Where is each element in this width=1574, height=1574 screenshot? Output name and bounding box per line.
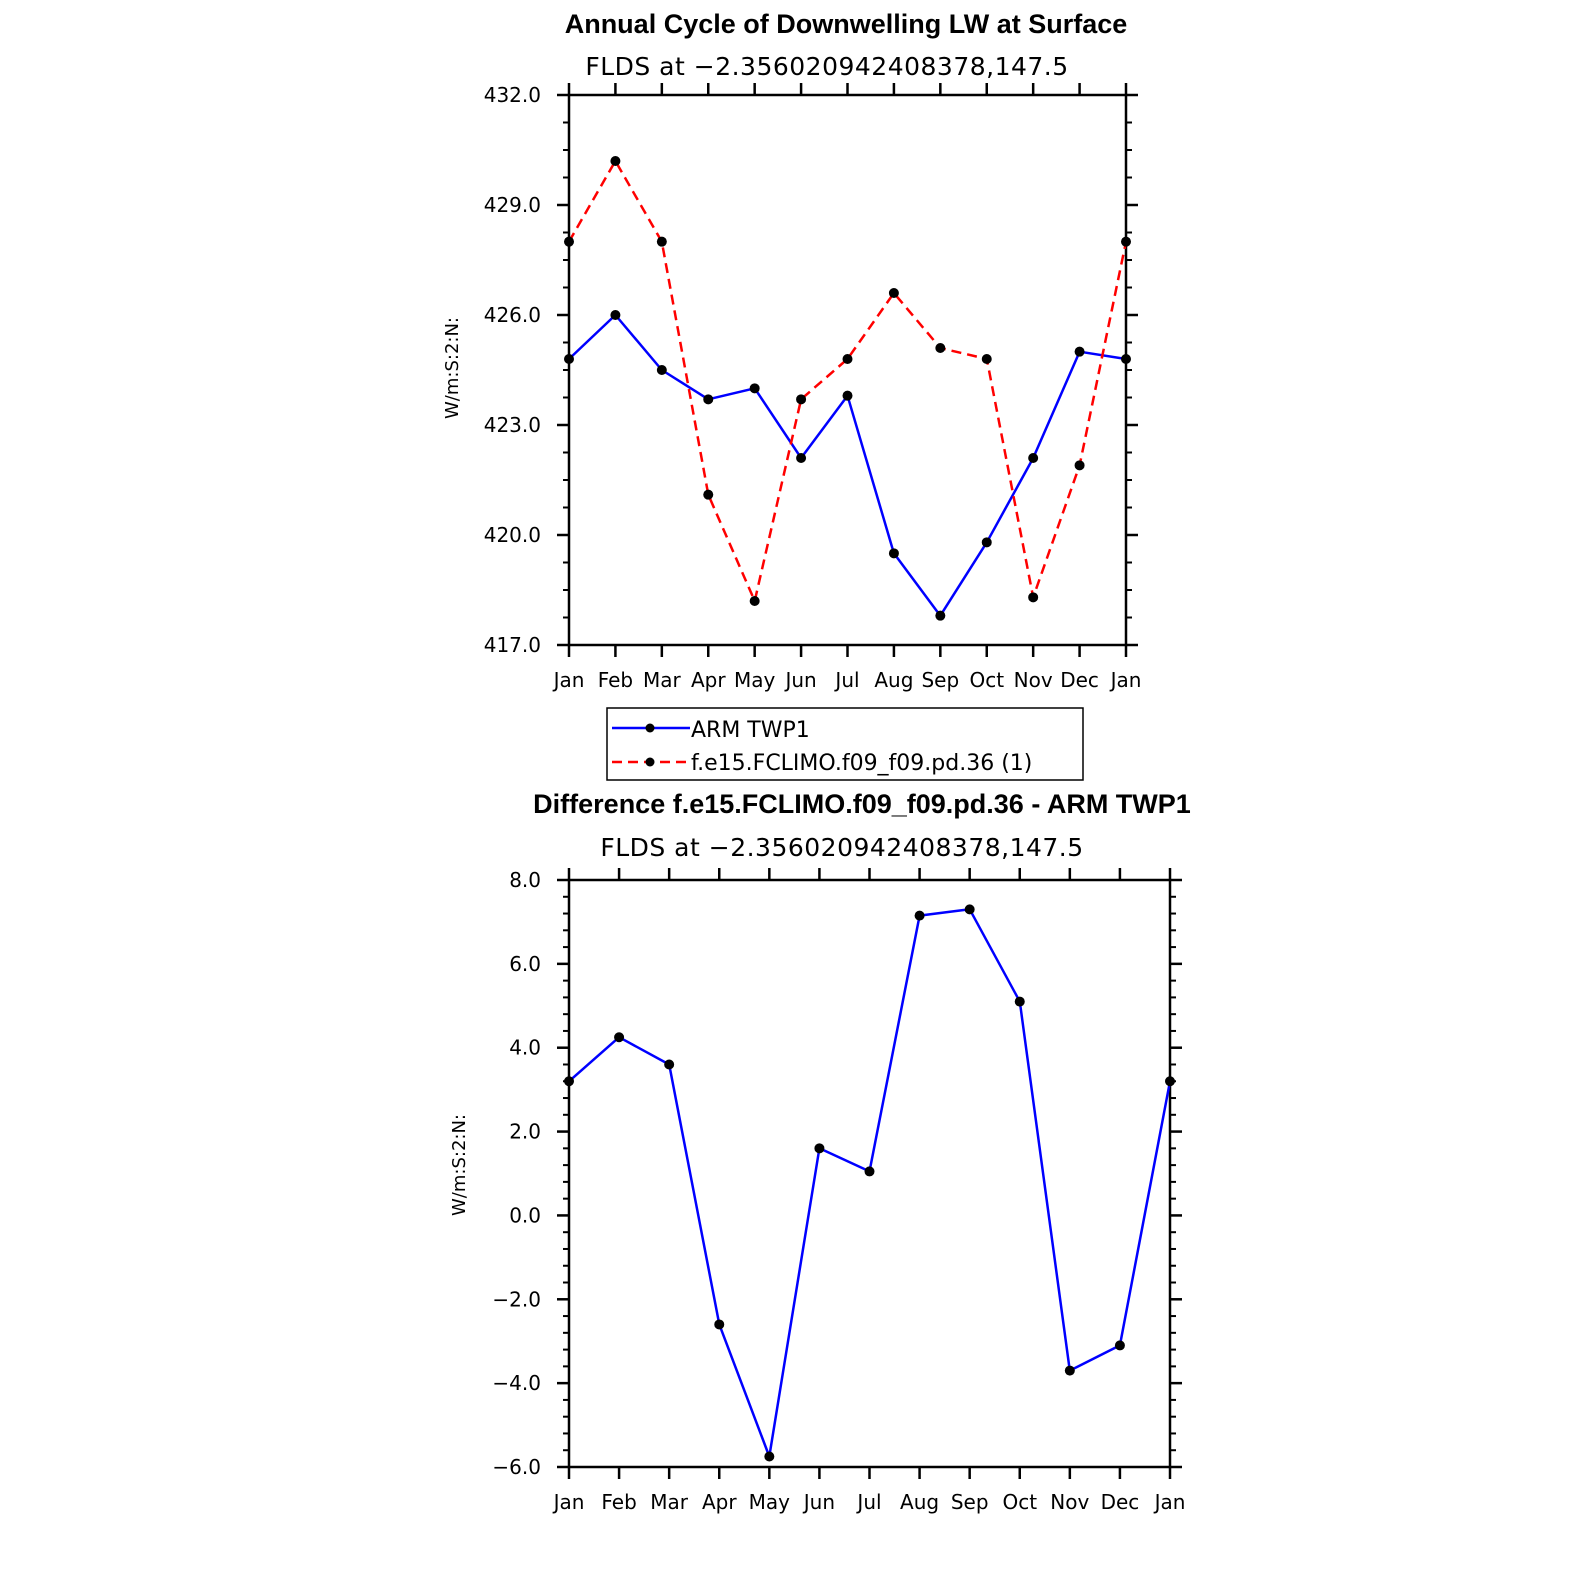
legend-label-arm-twp1: ARM TWP1 (691, 718, 810, 743)
data-point (796, 453, 807, 463)
y-tick-label: 6.0 (509, 952, 541, 976)
data-point (814, 1143, 825, 1154)
x-tick-label: Aug (874, 668, 913, 692)
chart-title: Difference f.e15.FCLIMO.f09_f09.pd.36 - … (533, 789, 1191, 819)
data-point (703, 489, 714, 500)
y-tick-label: 429.0 (484, 193, 541, 217)
data-point (1064, 1365, 1075, 1376)
data-point (564, 1076, 574, 1087)
x-tick-label: Mar (643, 668, 682, 692)
data-point (888, 288, 899, 298)
y-tick-label: 4.0 (509, 1036, 541, 1060)
data-point (1121, 354, 1131, 364)
x-tick-label: Sep (951, 1490, 989, 1514)
series-line-2 (567, 159, 1128, 603)
x-tick-label: Nov (1014, 668, 1053, 692)
annual-cycle-chart: Annual Cycle of Downwelling LW at Surfac… (442, 9, 1141, 692)
y-tick-label: −6.0 (492, 1455, 541, 1479)
legend-marker-model (645, 757, 655, 767)
x-tick-label: Oct (969, 668, 1004, 692)
data-point (764, 1451, 775, 1462)
data-point (1074, 460, 1085, 471)
x-tick-label: Dec (1060, 668, 1099, 692)
x-tick-label: Feb (598, 668, 633, 692)
chart-subtitle: FLDS at −2.356020942408378,147.5 (600, 833, 1083, 862)
x-tick-label: Jun (802, 1490, 835, 1514)
data-point (664, 1059, 675, 1070)
y-tick-label: 432.0 (484, 83, 541, 107)
x-tick-label: Apr (691, 668, 726, 692)
data-point (1014, 996, 1025, 1007)
x-tick-label: Jan (1109, 668, 1142, 692)
data-point (1121, 236, 1131, 247)
data-point (749, 596, 760, 606)
data-point (610, 156, 621, 166)
x-tick-label: Jul (833, 668, 859, 692)
series-line-1 (568, 908, 1172, 1458)
x-tick-label: May (734, 668, 776, 692)
data-point (842, 354, 853, 364)
data-point (656, 365, 667, 375)
y-tick-label: 417.0 (484, 633, 541, 657)
x-tick-label: May (749, 1490, 791, 1514)
y-axis-label: W/m:S:2:N: (449, 1114, 470, 1216)
y-tick-label: −4.0 (492, 1371, 541, 1395)
data-point (1074, 346, 1085, 357)
y-axis-label: W/m:S:2:N: (442, 317, 463, 419)
x-tick-label: Oct (1002, 1490, 1037, 1514)
data-point (981, 537, 992, 548)
plot-frame (567, 93, 1128, 647)
x-tick-label: Mar (650, 1490, 689, 1514)
data-point (656, 236, 667, 247)
data-point (935, 343, 946, 353)
data-point (703, 394, 714, 405)
y-tick-label: −2.0 (492, 1287, 541, 1311)
x-tick-label: Sep (921, 668, 959, 692)
legend: ARM TWP1 f.e15.FCLIMO.f09_f09.pd.36 (1) (606, 707, 1084, 781)
legend-box (606, 707, 1084, 781)
y-tick-label: 8.0 (509, 868, 541, 892)
data-point (564, 354, 574, 364)
data-point (1028, 453, 1039, 463)
data-point (610, 310, 621, 320)
y-tick-label: 423.0 (484, 413, 541, 437)
data-point (749, 383, 760, 394)
data-point (964, 904, 975, 915)
data-point (796, 394, 807, 405)
data-point (914, 910, 925, 921)
y-tick-label: 2.0 (509, 1120, 541, 1144)
x-tick-label: Jun (783, 668, 816, 692)
difference-chart: Difference f.e15.FCLIMO.f09_f09.pd.36 - … (449, 789, 1191, 1514)
data-point (1165, 1076, 1175, 1087)
x-tick-label: Jul (855, 1490, 881, 1514)
x-tick-label: Aug (900, 1490, 939, 1514)
y-tick-label: 420.0 (484, 523, 541, 547)
data-point (1028, 592, 1039, 603)
x-tick-label: Apr (702, 1490, 737, 1514)
data-point (614, 1032, 625, 1043)
y-tick-label: 426.0 (484, 303, 541, 327)
chart-subtitle: FLDS at −2.356020942408378,147.5 (585, 52, 1068, 81)
legend-marker-arm-twp1 (645, 723, 655, 733)
data-point (935, 610, 946, 621)
x-tick-label: Nov (1050, 1490, 1089, 1514)
data-point (864, 1166, 875, 1177)
chart-title: Annual Cycle of Downwelling LW at Surfac… (565, 9, 1128, 39)
data-point (842, 390, 853, 401)
x-tick-label: Dec (1101, 1490, 1140, 1514)
data-point (564, 236, 574, 247)
data-point (888, 548, 899, 559)
legend-label-model: f.e15.FCLIMO.f09_f09.pd.36 (1) (691, 751, 1032, 776)
data-point (1114, 1340, 1125, 1351)
y-tick-label: 0.0 (509, 1203, 541, 1227)
x-tick-label: Jan (1153, 1490, 1186, 1514)
x-tick-label: Jan (552, 668, 585, 692)
x-tick-label: Jan (552, 1490, 585, 1514)
x-tick-label: Feb (601, 1490, 636, 1514)
data-point (981, 354, 992, 364)
data-point (714, 1319, 725, 1330)
